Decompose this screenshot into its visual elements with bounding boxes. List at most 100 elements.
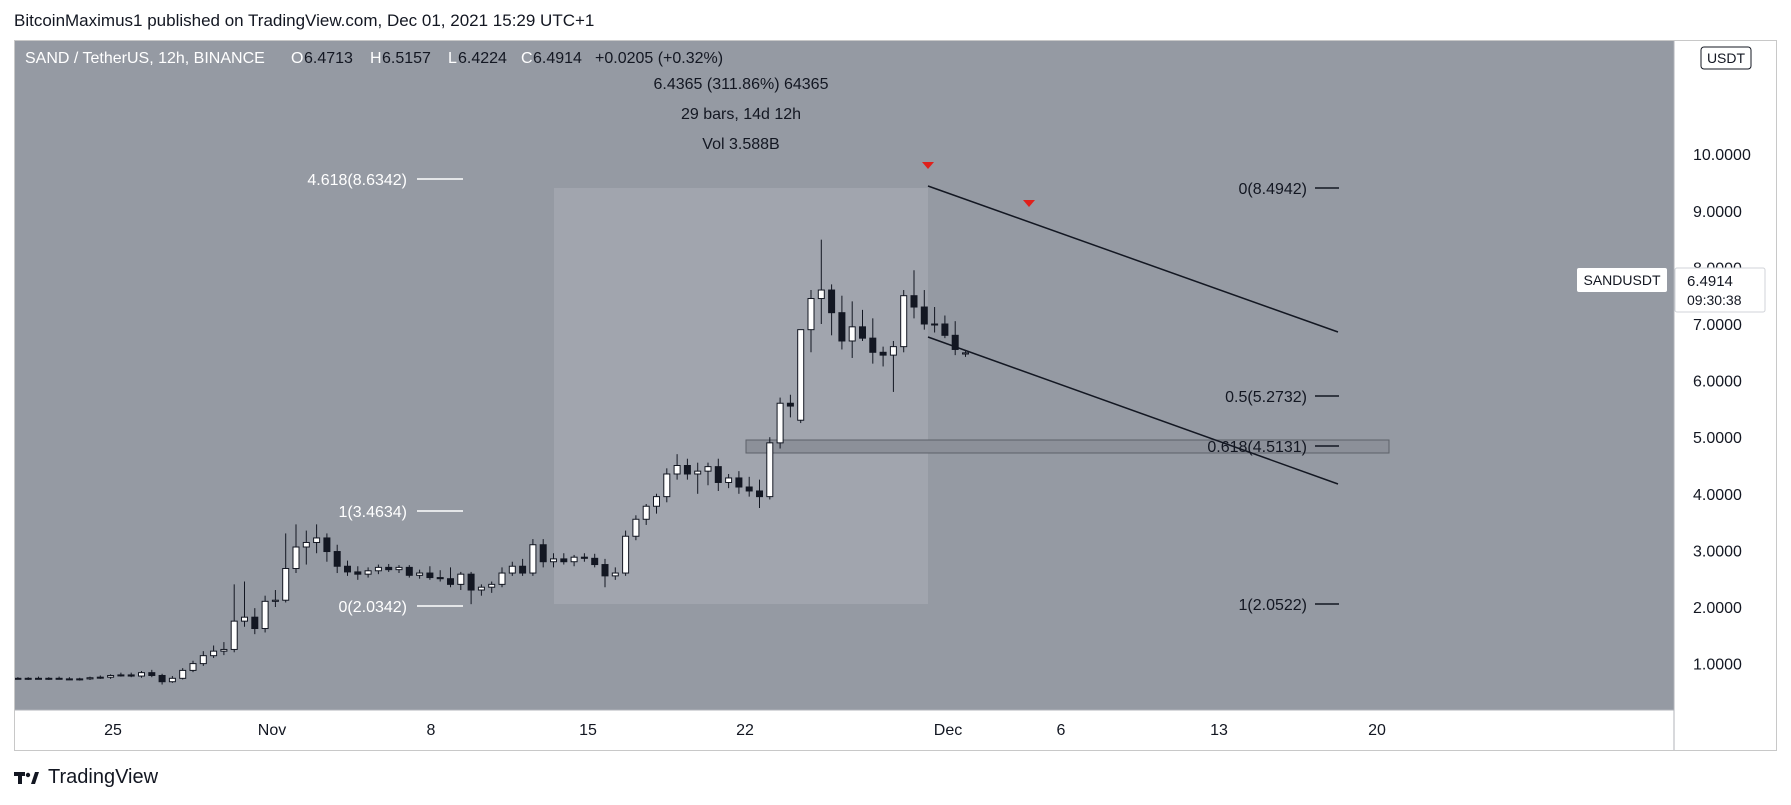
candle-body-47[interactable]	[498, 572, 506, 585]
candle-body-6[interactable]	[76, 678, 84, 681]
candle-body-21[interactable]	[230, 620, 238, 650]
candle-body-72[interactable]	[756, 490, 763, 498]
candle-body-9[interactable]	[107, 674, 115, 678]
candle-body-78[interactable]	[817, 289, 825, 300]
candle-body-4[interactable]	[55, 677, 63, 680]
channel-lower-line[interactable]	[927, 336, 1339, 485]
candle-body-77[interactable]	[807, 298, 815, 331]
candle-body-23[interactable]	[251, 616, 259, 630]
candle-body-2[interactable]	[35, 677, 42, 680]
candle-body-40[interactable]	[426, 572, 434, 579]
chart-frame[interactable]: SAND / TetherUS, 12h, BINANCE O 6.4713 H…	[14, 40, 1777, 751]
candle-body-65[interactable]	[683, 465, 691, 475]
candle-body-70[interactable]	[735, 477, 743, 488]
candle-body-0[interactable]	[14, 677, 22, 680]
candle-body-35[interactable]	[374, 566, 382, 572]
measure-highlight-region[interactable]	[554, 188, 928, 604]
candle-body-33[interactable]	[354, 571, 362, 575]
candle-body-63[interactable]	[663, 473, 671, 498]
candle-body-50[interactable]	[529, 544, 537, 574]
candle-body-73[interactable]	[766, 442, 774, 498]
candle-body-43[interactable]	[457, 573, 465, 585]
candle-body-76[interactable]	[797, 329, 805, 421]
candle-body-68[interactable]	[714, 466, 722, 483]
candle-body-44[interactable]	[467, 573, 475, 591]
footer-branding[interactable]: TradingView	[14, 766, 158, 789]
candle-body-80[interactable]	[838, 312, 846, 342]
candle-body-91[interactable]	[951, 334, 959, 350]
candle-body-38[interactable]	[405, 566, 413, 576]
candle-body-67[interactable]	[704, 466, 712, 472]
candle-body-58[interactable]	[611, 572, 619, 577]
candle-body-26[interactable]	[282, 568, 290, 601]
candles-group[interactable]	[14, 239, 969, 685]
candle-body-42[interactable]	[447, 578, 454, 585]
candle-body-55[interactable]	[580, 556, 588, 559]
candle-body-88[interactable]	[920, 306, 928, 325]
candle-body-59[interactable]	[622, 535, 630, 574]
candle-body-79[interactable]	[828, 289, 836, 314]
candle-body-85[interactable]	[889, 346, 897, 356]
candle-body-39[interactable]	[416, 572, 424, 576]
time-axis-background[interactable]	[15, 710, 1674, 750]
legend-symbol[interactable]: SAND / TetherUS, 12h, BINANCE	[25, 50, 265, 67]
candle-body-3[interactable]	[45, 677, 53, 680]
currency-button[interactable]	[1700, 46, 1752, 70]
candle-body-54[interactable]	[570, 556, 578, 563]
candle-body-27[interactable]	[292, 546, 300, 570]
candle-body-56[interactable]	[591, 557, 599, 566]
candle-body-34[interactable]	[364, 570, 372, 575]
candle-body-18[interactable]	[199, 655, 207, 665]
candle-body-41[interactable]	[436, 577, 444, 580]
candle-body-7[interactable]	[86, 677, 94, 680]
candle-body-49[interactable]	[519, 565, 527, 574]
candle-body-24[interactable]	[261, 600, 269, 630]
symbol-tag-box[interactable]	[1577, 268, 1667, 292]
candle-body-66[interactable]	[694, 470, 702, 475]
support-zone-rectangle[interactable]	[745, 439, 1390, 454]
candle-body-15[interactable]	[168, 677, 176, 683]
candle-body-5[interactable]	[65, 678, 73, 681]
candle-body-25[interactable]	[271, 599, 279, 602]
candle-body-61[interactable]	[642, 505, 650, 520]
candle-body-87[interactable]	[910, 295, 918, 308]
candle-body-29[interactable]	[313, 537, 321, 543]
candle-body-82[interactable]	[859, 326, 866, 339]
candle-body-36[interactable]	[385, 566, 393, 571]
price-axis-background[interactable]	[1674, 41, 1776, 750]
candle-body-53[interactable]	[560, 558, 568, 563]
channel-upper-line[interactable]	[927, 185, 1339, 333]
candle-body-17[interactable]	[189, 663, 197, 671]
candle-body-69[interactable]	[725, 477, 733, 483]
candle-body-13[interactable]	[148, 672, 156, 676]
candle-body-52[interactable]	[550, 558, 557, 563]
candle-body-86[interactable]	[900, 295, 908, 348]
candle-body-37[interactable]	[395, 566, 403, 571]
candle-body-8[interactable]	[96, 676, 104, 679]
candle-body-46[interactable]	[488, 583, 496, 588]
candle-body-31[interactable]	[333, 551, 341, 567]
candle-body-30[interactable]	[323, 537, 331, 553]
candle-body-90[interactable]	[941, 323, 949, 336]
candle-body-57[interactable]	[601, 564, 609, 577]
candle-body-11[interactable]	[127, 674, 135, 677]
candle-body-62[interactable]	[653, 496, 660, 507]
candle-body-75[interactable]	[786, 402, 794, 407]
candle-body-51[interactable]	[539, 544, 547, 563]
candle-body-84[interactable]	[879, 351, 887, 356]
candle-body-92[interactable]	[962, 352, 969, 355]
candle-body-60[interactable]	[632, 518, 640, 537]
candle-body-10[interactable]	[117, 674, 125, 677]
candle-body-19[interactable]	[210, 650, 218, 657]
candle-body-64[interactable]	[673, 465, 681, 475]
candle-body-12[interactable]	[138, 672, 145, 677]
candle-body-71[interactable]	[745, 486, 753, 492]
candle-body-83[interactable]	[869, 337, 877, 353]
candle-body-81[interactable]	[848, 326, 856, 342]
candle-body-89[interactable]	[931, 323, 939, 326]
candle-body-45[interactable]	[477, 586, 485, 591]
candle-body-32[interactable]	[344, 565, 351, 573]
candle-body-48[interactable]	[508, 565, 516, 574]
candle-body-16[interactable]	[179, 669, 187, 679]
candlestick-chart[interactable]: SAND / TetherUS, 12h, BINANCE O 6.4713 H…	[14, 41, 1776, 750]
